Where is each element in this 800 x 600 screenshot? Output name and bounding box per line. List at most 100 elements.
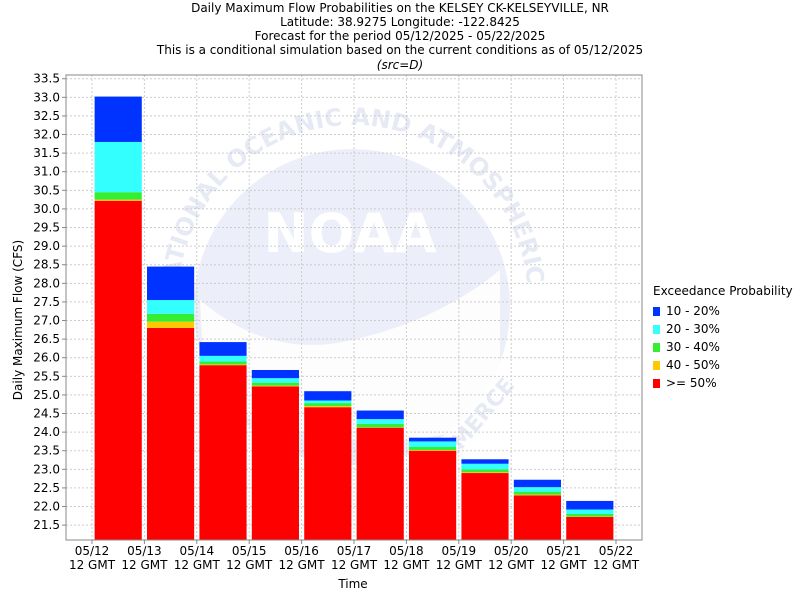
bar-segment (94, 199, 142, 201)
bar-segment (356, 410, 404, 420)
x-tick-label-time: 12 GMT (541, 558, 588, 572)
bar-segment (566, 516, 614, 540)
bar-segment (251, 386, 299, 540)
x-tick-label-time: 12 GMT (436, 558, 483, 572)
y-axis-label: Daily Maximum Flow (CFS) (11, 239, 25, 401)
y-tick-label: 30.5 (33, 183, 60, 197)
bar-segment (147, 327, 195, 540)
legend-swatch (653, 360, 660, 370)
bar-segment (251, 369, 299, 379)
y-tick-label: 33.5 (33, 72, 60, 86)
y-tick-label: 24.0 (33, 425, 60, 439)
x-tick-label-date: 05/16 (284, 544, 319, 558)
legend-title: Exceedance Probability (653, 284, 793, 298)
chart-legend: Exceedance Probability 10 - 20% 20 - 30% 3… (653, 284, 793, 392)
noaa-watermark-text: NOAA (263, 202, 436, 265)
chart-subtitle-source: (src=D) (376, 58, 424, 72)
bar-segment (94, 96, 142, 142)
bar-segment (199, 342, 247, 356)
bar-segment (147, 313, 195, 322)
y-tick-label: 23.5 (33, 444, 60, 458)
legend-swatch (653, 324, 660, 334)
bar-segment (251, 378, 299, 383)
bar-segment (199, 365, 247, 540)
bar-segment (409, 441, 457, 447)
x-tick-label-date: 05/12 (75, 544, 110, 558)
x-tick-label-time: 12 GMT (174, 558, 221, 572)
y-tick-label: 33.0 (33, 90, 60, 104)
bar-segment (461, 459, 509, 464)
bar-segment (513, 479, 561, 488)
chart-subtitle-location: Latitude: 38.9275 Longitude: -122.8425 (280, 15, 520, 29)
x-tick-label-time: 12 GMT (488, 558, 535, 572)
x-tick-label-time: 12 GMT (279, 558, 326, 572)
legend-label: 10 - 20% (666, 304, 720, 318)
bar-segment (513, 495, 561, 540)
bar-segment (513, 487, 561, 492)
legend-swatch (653, 342, 660, 352)
legend-label: 30 - 40% (666, 340, 720, 354)
y-tick-label: 21.5 (33, 518, 60, 532)
y-tick-label: 29.0 (33, 239, 60, 253)
bar-segment (356, 419, 404, 424)
x-tick-label-date: 05/15 (232, 544, 267, 558)
bar-segment (304, 400, 352, 404)
legend-item: 40 - 50% (653, 356, 793, 374)
bar-segment (199, 361, 247, 365)
y-tick-label: 29.5 (33, 221, 60, 235)
bar-segment (513, 491, 561, 495)
bar-segment (304, 391, 352, 401)
y-tick-label: 28.5 (33, 258, 60, 272)
legend-label: >= 50% (666, 376, 717, 390)
bar-segment (147, 300, 195, 314)
y-tick-label: 22.5 (33, 481, 60, 495)
bar-segment (94, 200, 142, 540)
bar-segment (566, 500, 614, 510)
y-tick-label: 27.0 (33, 314, 60, 328)
chart-title: Daily Maximum Flow Probabilities on the … (191, 1, 609, 15)
y-tick-label: 28.0 (33, 276, 60, 290)
legend-swatch (653, 306, 660, 316)
legend-label: 40 - 50% (666, 358, 720, 372)
x-tick-label-time: 12 GMT (331, 558, 378, 572)
chart-subtitle-condition: This is a conditional simulation based o… (156, 43, 644, 57)
legend-item: >= 50% (653, 374, 793, 392)
bar-segment (409, 450, 457, 540)
bar-segment (461, 472, 509, 474)
y-tick-label: 24.5 (33, 407, 60, 421)
legend-label: 20 - 30% (666, 322, 720, 336)
bar-segment (94, 141, 142, 193)
x-tick-label-date: 05/17 (337, 544, 372, 558)
bar-segment (461, 469, 509, 473)
bar-segment (304, 406, 352, 408)
x-tick-label-time: 12 GMT (226, 558, 273, 572)
bar-segment (409, 437, 457, 442)
bar-segment (461, 473, 509, 540)
x-tick-label-time: 12 GMT (593, 558, 640, 572)
x-tick-label-date: 05/22 (599, 544, 634, 558)
bar-segment (94, 192, 142, 200)
y-tick-label: 32.5 (33, 109, 60, 123)
bar-segment (566, 513, 614, 517)
y-tick-label: 25.0 (33, 388, 60, 402)
chart-subtitle-period: Forecast for the period 05/12/2025 - 05/… (254, 29, 546, 43)
x-tick-label-date: 05/18 (389, 544, 424, 558)
chart-bars (94, 96, 614, 540)
y-tick-label: 32.0 (33, 128, 60, 142)
y-tick-label: 26.5 (33, 332, 60, 346)
bar-segment (409, 447, 457, 450)
y-tick-label: 22.0 (33, 500, 60, 514)
bar-segment (356, 423, 404, 428)
bar-segment (461, 463, 509, 470)
legend-item: 10 - 20% (653, 302, 793, 320)
y-tick-label: 26.0 (33, 351, 60, 365)
x-axis-label: Time (338, 577, 368, 591)
bar-segment (199, 364, 247, 366)
x-tick-label-time: 12 GMT (383, 558, 430, 572)
bar-segment (304, 407, 352, 540)
bar-segment (199, 355, 247, 362)
bar-segment (147, 266, 195, 301)
bar-segment (356, 427, 404, 540)
bar-segment (513, 494, 561, 496)
